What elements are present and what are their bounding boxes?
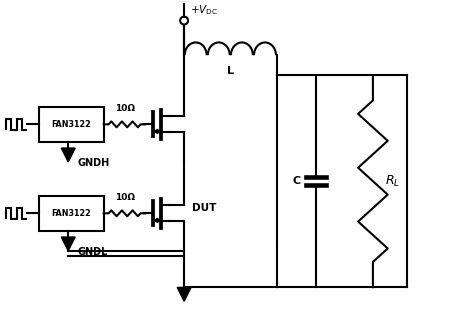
FancyArrow shape [154, 218, 159, 223]
FancyArrow shape [61, 237, 75, 251]
Text: 10Ω: 10Ω [115, 105, 135, 113]
Text: DUT: DUT [191, 204, 216, 213]
Text: $+V_{\rm DC}$: $+V_{\rm DC}$ [190, 3, 218, 17]
Text: L: L [227, 66, 234, 76]
FancyArrow shape [154, 129, 159, 134]
FancyArrow shape [177, 288, 191, 301]
Text: FAN3122: FAN3122 [52, 120, 91, 129]
FancyArrow shape [61, 148, 75, 162]
Text: FAN3122: FAN3122 [52, 209, 91, 218]
Bar [39, 106, 103, 142]
Text: GNDH: GNDH [77, 158, 109, 168]
Bar [39, 196, 103, 231]
Text: C: C [292, 176, 300, 186]
Text: GNDL: GNDL [77, 247, 108, 257]
Text: 10Ω: 10Ω [115, 193, 135, 203]
Text: $R_L$: $R_L$ [385, 173, 400, 189]
